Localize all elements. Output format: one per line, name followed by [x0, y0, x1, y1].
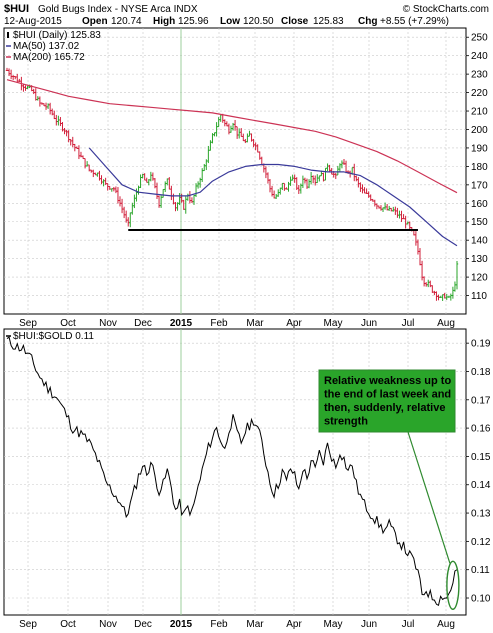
price-panel-frame — [3, 27, 467, 315]
x-tick-label: Mar — [246, 619, 264, 630]
x-tick-label: Aug — [437, 318, 455, 329]
legend-price-swatch — [7, 32, 9, 38]
x-tick-label: Oct — [60, 619, 76, 630]
legend-ma200: MA(200) 165.72 — [13, 52, 85, 63]
low-value: 120.50 — [243, 16, 274, 27]
y-tick-label: 250 — [471, 33, 488, 44]
ratio-line — [6, 336, 458, 607]
highlight-ellipse — [446, 560, 460, 610]
y-tick-label: 0.17 — [471, 395, 491, 406]
y-tick-label: 130 — [471, 254, 488, 265]
x-tick-label: Feb — [210, 619, 228, 630]
x-tick-label: Nov — [99, 619, 117, 630]
y-tick-label: 160 — [471, 199, 488, 210]
x-tick-label: Apr — [286, 318, 302, 329]
annotation-text-line: Relative weakness up to — [324, 375, 451, 387]
x-tick-label: Dec — [134, 619, 152, 630]
legend-ma50: MA(50) 137.02 — [13, 41, 80, 52]
watermark: © StockCharts.com — [403, 4, 489, 15]
open-label: Open — [82, 16, 108, 27]
x-tick-label: Aug — [437, 619, 455, 630]
y-tick-label: 0.18 — [471, 367, 491, 378]
y-tick-label: 0.15 — [471, 452, 491, 463]
y-tick-label: 0.13 — [471, 509, 491, 520]
y-tick-label: 0.19 — [471, 339, 491, 350]
open-value: 120.74 — [111, 16, 142, 27]
x-tick-label: 2015 — [170, 318, 193, 329]
x-tick-label: Dec — [134, 318, 152, 329]
y-tick-label: 200 — [471, 125, 488, 136]
chart-description: Gold Bugs Index - NYSE Arca INDX — [38, 4, 198, 15]
x-tick-label: Jun — [361, 619, 377, 630]
legend-price: $HUI (Daily) 125.83 — [13, 30, 101, 41]
y-tick-label: 180 — [471, 162, 488, 173]
legend-ratio: $HUI:$GOLD 0.11 — [13, 331, 94, 342]
annotation-text-line: the end of last week and — [324, 389, 451, 401]
annotation-box — [318, 369, 456, 433]
chg-label: Chg — [358, 16, 377, 27]
close-value: 125.83 — [313, 16, 344, 27]
y-tick-label: 190 — [471, 143, 488, 154]
high-value: 125.96 — [178, 16, 209, 27]
x-tick-label: Sep — [19, 619, 37, 630]
y-tick-label: 0.14 — [471, 480, 491, 491]
y-tick-label: 140 — [471, 236, 488, 247]
high-label: High — [153, 16, 175, 27]
chart-symbol: $HUI — [4, 3, 29, 15]
close-label: Close — [281, 16, 309, 27]
y-tick-label: 0.16 — [471, 424, 491, 435]
x-tick-label: Oct — [60, 318, 76, 329]
x-tick-label: May — [324, 318, 343, 329]
y-tick-label: 110 — [471, 291, 487, 302]
x-tick-label: 2015 — [170, 619, 193, 630]
y-tick-label: 210 — [471, 107, 488, 118]
chg-value: +8.55 (+7.29%) — [380, 16, 449, 27]
ratio-panel: 0.10 0.11 0.12 0.13 0.14 0.15 0.16 0.17 0.18 0.19… — [3, 328, 491, 616]
quote-date: 12-Aug-2015 — [4, 16, 62, 27]
x-tick-label: Mar — [246, 318, 264, 329]
x-tick-label: Jun — [361, 318, 377, 329]
x-tick-label: Feb — [210, 318, 228, 329]
y-tick-label: 0.10 — [471, 594, 491, 605]
ma200-line — [6, 79, 458, 194]
y-tick-label: 220 — [471, 88, 488, 99]
x-tick-label: Sep — [19, 318, 37, 329]
x-tick-label: Jul — [402, 619, 415, 630]
x-tick-label: Apr — [286, 619, 302, 630]
x-tick-label: Jul — [402, 318, 415, 329]
y-tick-label: 120 — [471, 273, 488, 284]
annotation-text-line: strength — [324, 416, 368, 428]
low-label: Low — [220, 16, 240, 27]
y-tick-label: 0.11 — [471, 565, 490, 576]
y-tick-label: 230 — [471, 70, 488, 81]
y-tick-label: 240 — [471, 51, 488, 62]
y-tick-label: 170 — [471, 180, 488, 191]
y-tick-label: 150 — [471, 217, 488, 228]
y-tick-label: 0.12 — [471, 537, 491, 548]
x-tick-label: May — [324, 619, 343, 630]
x-tick-label: Nov — [99, 318, 117, 329]
annotation-text-line: then, suddenly, relative — [324, 402, 445, 414]
price-panel: 110 120 130 140 150 160 170 180 190 200 210 220 230 2… — [3, 27, 488, 315]
annotation-pointer — [407, 431, 451, 564]
ma50-line — [88, 147, 458, 247]
